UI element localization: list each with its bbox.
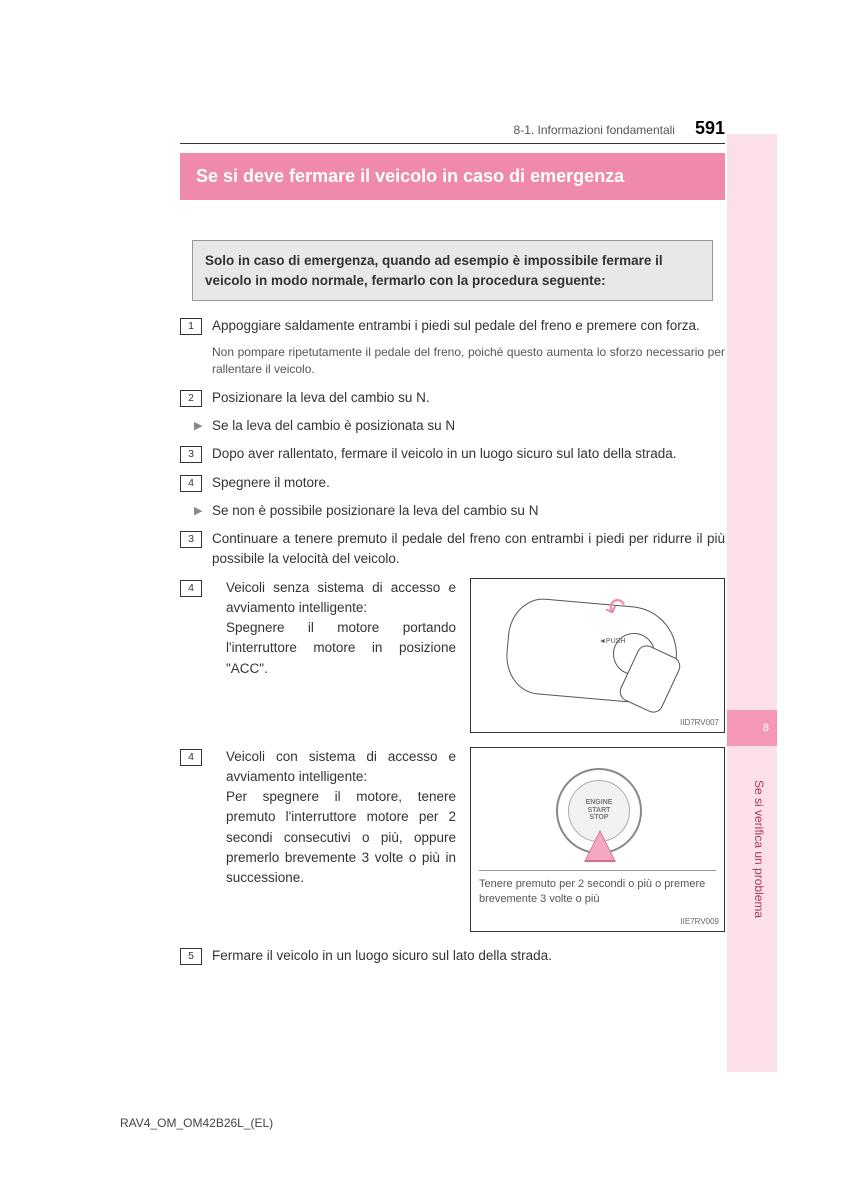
step-number: 4 — [180, 475, 202, 492]
step-4c-row: 4 Veicoli con sistema di accesso e avvia… — [180, 747, 725, 932]
bullet-text: Se non è possibile posizionare la leva d… — [212, 501, 538, 521]
step-4: 4 Spegnere il motore. — [180, 473, 725, 493]
step-text: Veicoli con sistema di accesso e avviame… — [226, 747, 456, 932]
bullet-text: Se la leva del cambio è posizionata su N — [212, 416, 455, 436]
bullet-2: ▶ Se non è possibile posizionare la leva… — [194, 501, 725, 521]
step-text: Dopo aver rallentato, fermare il veicolo… — [212, 444, 725, 464]
document-code: RAV4_OM_OM42B26L_(EL) — [120, 1116, 273, 1130]
push-label: ◄PUSH — [599, 637, 625, 648]
step-2: 2 Posizionare la leva del cambio su N. — [180, 388, 725, 408]
section-label: 8-1. Informazioni fondamentali — [514, 123, 675, 137]
step-5: 5 Fermare il veicolo in un luogo sicuro … — [180, 946, 725, 966]
figure-key: ◄PUSH ↶ IID7RV007 — [470, 578, 725, 733]
step-text: Continuare a tenere premuto il pedale de… — [212, 529, 725, 570]
step-number: 3 — [180, 446, 202, 463]
figure-code: IID7RV007 — [680, 717, 719, 729]
step-text: Fermare il veicolo in un luogo sicuro su… — [212, 946, 725, 966]
step-number: 2 — [180, 390, 202, 407]
step-4b-row: 4 Veicoli senza sistema di accesso e avv… — [180, 578, 725, 733]
step-number: 3 — [180, 531, 202, 548]
triangle-icon: ▶ — [194, 418, 212, 436]
side-tab-bg — [727, 134, 777, 1072]
chapter-tab: 8 — [727, 710, 777, 746]
triangle-icon: ▶ — [194, 503, 212, 521]
step-3: 3 Dopo aver rallentato, fermare il veico… — [180, 444, 725, 464]
page-title: Se si deve fermare il veicolo in caso di… — [180, 153, 725, 200]
figure-caption: Tenere premuto per 2 secondi o più o pre… — [479, 870, 716, 907]
intro-box: Solo in caso di emergenza, quando ad ese… — [192, 240, 713, 301]
content-area: 1 Appoggiare saldamente entrambi i piedi… — [180, 316, 725, 974]
step-number: 4 — [180, 580, 202, 597]
chapter-tab-label: Se si verifica un problema — [752, 780, 766, 918]
step-3b: 3 Continuare a tenere premuto il pedale … — [180, 529, 725, 570]
step-number: 4 — [180, 749, 202, 766]
page-number: 591 — [695, 118, 725, 139]
step-text: Appoggiare saldamente entrambi i piedi s… — [212, 316, 725, 336]
press-arrow-icon — [586, 832, 614, 860]
step-number: 5 — [180, 948, 202, 965]
step-text: Spegnere il motore. — [212, 473, 725, 493]
bullet-1: ▶ Se la leva del cambio è posizionata su… — [194, 416, 725, 436]
engine-button-label: ENGINE START STOP — [586, 799, 613, 822]
step-1: 1 Appoggiare saldamente entrambi i piedi… — [180, 316, 725, 336]
step-number: 1 — [180, 318, 202, 335]
step-text: Posizionare la leva del cambio su N. — [212, 388, 725, 408]
figure-code: IIE7RV009 — [680, 916, 719, 928]
step-text: Veicoli senza sistema di accesso e avvia… — [226, 578, 456, 733]
step-1-note: Non pompare ripetutamente il pedale del … — [212, 344, 725, 378]
figure-button: ENGINE START STOP Tenere premuto per 2 s… — [470, 747, 725, 932]
page-header: 8-1. Informazioni fondamentali 591 — [180, 118, 725, 144]
